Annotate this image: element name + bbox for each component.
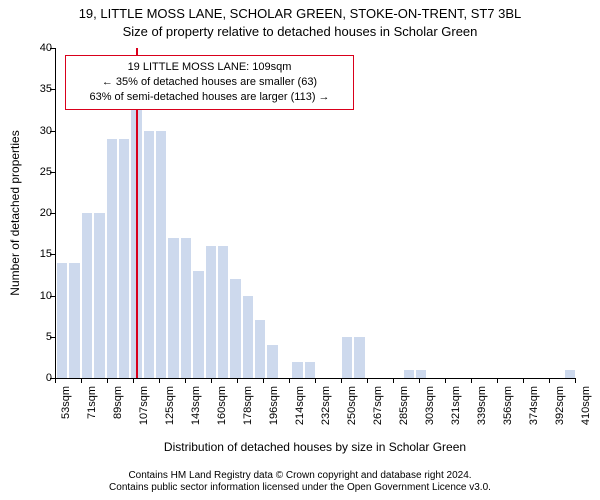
x-tick-mark: [575, 378, 576, 383]
y-tick-mark: [50, 131, 55, 132]
x-tick-label: 410sqm: [580, 386, 592, 446]
histogram-bar: [180, 238, 192, 378]
x-tick-label: 303sqm: [424, 386, 436, 446]
y-tick-mark: [50, 254, 55, 255]
histogram-bar: [266, 345, 278, 378]
histogram-bar: [415, 370, 427, 378]
x-tick-mark: [419, 378, 420, 383]
x-tick-label: 196sqm: [268, 386, 280, 446]
y-tick-label: 10: [12, 290, 52, 302]
y-tick-label: 30: [12, 125, 52, 137]
histogram-bar: [143, 131, 155, 379]
histogram-bar: [291, 362, 303, 379]
x-tick-mark: [237, 378, 238, 383]
histogram-bar: [254, 320, 266, 378]
y-tick-mark: [50, 48, 55, 49]
histogram-bar: [353, 337, 365, 378]
x-axis-label: Distribution of detached houses by size …: [55, 440, 575, 454]
x-tick-label: 71sqm: [86, 386, 98, 446]
x-tick-label: 267sqm: [372, 386, 384, 446]
histogram-bar: [205, 246, 217, 378]
histogram-bar: [242, 296, 254, 379]
annotation-box: 19 LITTLE MOSS LANE: 109sqm ← 35% of det…: [65, 55, 354, 110]
x-tick-mark: [185, 378, 186, 383]
x-tick-mark: [367, 378, 368, 383]
annotation-line-2: ← 35% of detached houses are smaller (63…: [72, 75, 347, 90]
y-tick-label: 20: [12, 207, 52, 219]
chart-title-line1: 19, LITTLE MOSS LANE, SCHOLAR GREEN, STO…: [0, 6, 600, 21]
x-tick-label: 339sqm: [476, 386, 488, 446]
x-tick-mark: [393, 378, 394, 383]
x-tick-label: 125sqm: [164, 386, 176, 446]
footer-line-2: Contains public sector information licen…: [0, 482, 600, 494]
histogram-bar: [56, 263, 68, 379]
histogram-bar: [403, 370, 415, 378]
histogram-bar: [68, 263, 80, 379]
x-tick-label: 285sqm: [398, 386, 410, 446]
y-tick-mark: [50, 337, 55, 338]
x-tick-mark: [159, 378, 160, 383]
histogram-bar: [217, 246, 229, 378]
x-tick-label: 232sqm: [320, 386, 332, 446]
histogram-bar: [118, 139, 130, 378]
y-tick-mark: [50, 213, 55, 214]
histogram-bar: [167, 238, 179, 378]
annotation-line-3: 63% of semi-detached houses are larger (…: [72, 90, 347, 105]
y-tick-mark: [50, 296, 55, 297]
x-tick-mark: [133, 378, 134, 383]
y-tick-label: 15: [12, 248, 52, 260]
x-tick-label: 89sqm: [112, 386, 124, 446]
histogram-bar: [192, 271, 204, 378]
chart-root: 19, LITTLE MOSS LANE, SCHOLAR GREEN, STO…: [0, 0, 600, 500]
x-tick-label: 178sqm: [242, 386, 254, 446]
chart-title-line2: Size of property relative to detached ho…: [0, 24, 600, 39]
x-tick-mark: [497, 378, 498, 383]
y-tick-mark: [50, 89, 55, 90]
histogram-bar: [93, 213, 105, 378]
x-tick-mark: [55, 378, 56, 383]
x-tick-label: 250sqm: [346, 386, 358, 446]
y-tick-label: 35: [12, 83, 52, 95]
histogram-bar: [564, 370, 576, 378]
x-tick-label: 321sqm: [450, 386, 462, 446]
y-tick-label: 0: [12, 372, 52, 384]
histogram-bar: [81, 213, 93, 378]
x-tick-label: 392sqm: [554, 386, 566, 446]
histogram-bar: [229, 279, 241, 378]
x-tick-mark: [445, 378, 446, 383]
x-tick-label: 160sqm: [216, 386, 228, 446]
histogram-bar: [304, 362, 316, 379]
footer: Contains HM Land Registry data © Crown c…: [0, 470, 600, 494]
x-tick-label: 143sqm: [190, 386, 202, 446]
y-tick-mark: [50, 172, 55, 173]
x-tick-mark: [471, 378, 472, 383]
x-tick-mark: [549, 378, 550, 383]
histogram-bar: [106, 139, 118, 378]
x-tick-label: 374sqm: [528, 386, 540, 446]
x-tick-mark: [263, 378, 264, 383]
x-tick-mark: [211, 378, 212, 383]
x-tick-label: 53sqm: [60, 386, 72, 446]
histogram-bar: [341, 337, 353, 378]
histogram-bar: [155, 131, 167, 379]
y-tick-label: 40: [12, 42, 52, 54]
x-tick-mark: [81, 378, 82, 383]
annotation-line-1: 19 LITTLE MOSS LANE: 109sqm: [72, 60, 347, 75]
x-tick-label: 107sqm: [138, 386, 150, 446]
x-tick-mark: [107, 378, 108, 383]
y-tick-label: 25: [12, 166, 52, 178]
y-tick-label: 5: [12, 331, 52, 343]
x-tick-mark: [315, 378, 316, 383]
footer-line-1: Contains HM Land Registry data © Crown c…: [0, 470, 600, 482]
x-tick-mark: [523, 378, 524, 383]
x-tick-label: 356sqm: [502, 386, 514, 446]
x-tick-label: 214sqm: [294, 386, 306, 446]
x-tick-mark: [289, 378, 290, 383]
x-tick-mark: [341, 378, 342, 383]
